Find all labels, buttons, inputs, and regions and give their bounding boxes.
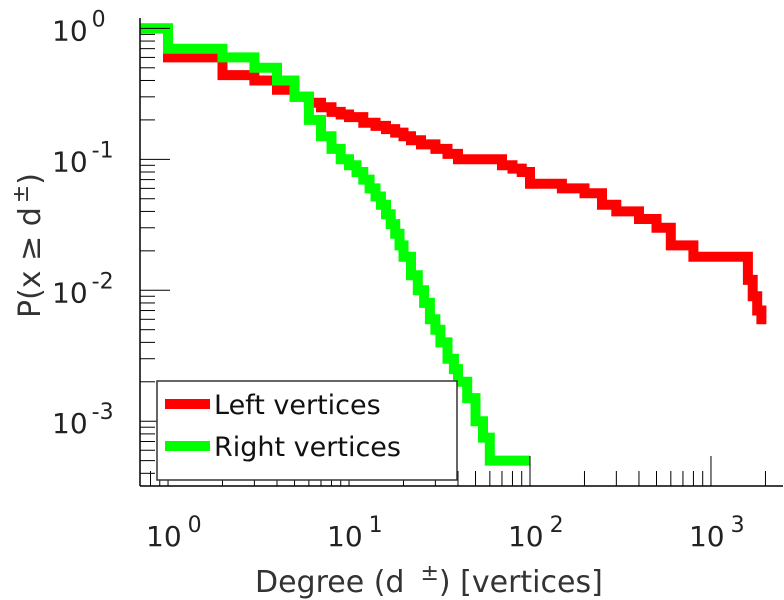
series-line-left-vertices [140, 23, 767, 325]
y-tick-label: 10 0 [52, 7, 106, 47]
legend-label-right-vertices: Right vertices [214, 432, 401, 463]
x-tick-label: 10 3 [689, 513, 745, 553]
series-layer [140, 23, 767, 466]
y-tick-label: 10 -1 [52, 138, 114, 178]
legend: Left vertices Right vertices [156, 380, 458, 481]
legend-box [156, 380, 458, 481]
x-axis-title: Degree (d ±) [vertices] [255, 561, 603, 600]
y-axis-title: P(x ≥ d±) [9, 173, 48, 318]
x-tick-label: 10 0 [146, 513, 202, 553]
legend-label-left-vertices: Left vertices [214, 390, 381, 421]
series-line-right-vertices [140, 23, 530, 466]
y-tick-label: 10 -2 [52, 269, 114, 309]
y-tick-label: 10 -3 [52, 400, 114, 440]
tick-label-layer: 10 0 10 1 10 2 10 3 10 0 10 -1 10 -2 10 -3 [52, 7, 745, 553]
x-tick-label: 10 1 [327, 513, 383, 553]
x-tick-label: 10 2 [508, 513, 564, 553]
